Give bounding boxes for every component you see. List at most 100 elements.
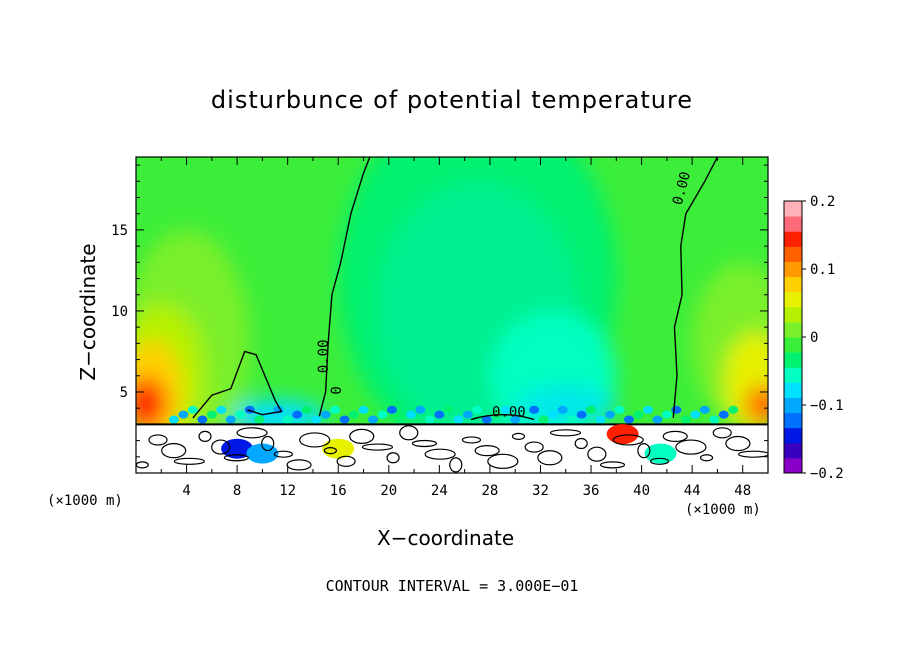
- surface-noise: [311, 415, 322, 424]
- surface-noise: [481, 415, 492, 424]
- x-tick-label: 20: [380, 483, 397, 499]
- terrain-contour: [286, 459, 312, 471]
- colorbar-tick-label: 0: [810, 330, 818, 346]
- colorbar-segment: [784, 291, 802, 308]
- surface-noise: [614, 405, 625, 414]
- colorbar-segment: [784, 412, 802, 429]
- surface-noise: [282, 415, 293, 424]
- surface-noise: [538, 415, 549, 424]
- colorbar-segment: [784, 367, 802, 383]
- terrain-contour: [349, 428, 375, 444]
- surface-noise: [557, 405, 568, 414]
- colorbar-segment: [784, 382, 802, 398]
- colorbar-segment: [784, 231, 802, 247]
- x-tick-label: 36: [583, 483, 600, 499]
- plot-frame: [135, 156, 769, 474]
- colorbar-segment: [784, 397, 802, 414]
- z-tick-label: 15: [111, 223, 128, 239]
- terrain-contour: [649, 457, 670, 465]
- surface-noise: [396, 415, 407, 424]
- surface-noise: [244, 405, 255, 414]
- x-tick-label: 4: [182, 483, 190, 499]
- x-axis-label: X−coordinate: [377, 526, 515, 550]
- terrain-contour: [148, 434, 168, 446]
- surface-noise: [301, 405, 312, 414]
- surface-noise: [187, 405, 198, 414]
- surface-noise: [623, 415, 634, 424]
- surface-noise: [576, 410, 587, 419]
- surface-noise: [472, 405, 483, 414]
- surface-noise: [690, 410, 701, 419]
- terrain-contour: [537, 450, 563, 466]
- surface-noise: [349, 410, 360, 419]
- surface-noise: [424, 415, 435, 424]
- colorbar-segment: [784, 442, 802, 459]
- x-tick-label: 12: [279, 483, 296, 499]
- surface-noise: [405, 410, 416, 419]
- surface-noise: [358, 405, 369, 414]
- terrain-contour: [737, 450, 768, 458]
- colorbar-segment: [784, 276, 802, 293]
- terrain-pocket: [322, 438, 355, 459]
- terrain-contour: [675, 439, 707, 455]
- z-tick-label: 10: [111, 304, 128, 320]
- colorbar-segment: [784, 261, 802, 278]
- colorbar-segment: [784, 352, 802, 368]
- pos-right-core: [745, 385, 768, 425]
- surface-noise: [548, 410, 559, 419]
- colorbar-segment: [784, 427, 802, 444]
- x-tick-label: 32: [532, 483, 549, 499]
- terrain-contour: [386, 452, 400, 464]
- surface-noise: [206, 410, 217, 419]
- terrain-pocket: [644, 443, 677, 464]
- surface-noise: [605, 410, 615, 419]
- surface-noise: [586, 405, 597, 414]
- terrain-contour: [725, 435, 751, 452]
- contour-label: 0.00: [492, 404, 526, 420]
- surface-noise: [168, 415, 179, 424]
- colorbar-tick-label: −0.2: [810, 466, 844, 482]
- zero-contour-center-left: [318, 157, 371, 417]
- terrain-contour: [524, 441, 544, 453]
- surface-noise: [728, 405, 739, 414]
- x-unit-label-right: (×1000 m): [685, 502, 761, 518]
- surface-noise: [529, 405, 540, 414]
- surface-noise: [292, 410, 303, 419]
- surface-noise: [671, 405, 682, 414]
- y-axis-label: Z−coordinate: [76, 243, 100, 381]
- x-tick-label: 28: [481, 483, 498, 499]
- terrain-contour: [474, 445, 500, 457]
- surface-noise: [339, 415, 350, 424]
- terrain-contour: [662, 430, 688, 442]
- x-tick-label: 40: [633, 483, 650, 499]
- surface-noise: [652, 415, 663, 424]
- x-tick-label: 16: [330, 483, 347, 499]
- terrain-contour: [361, 443, 394, 451]
- surface-noise: [567, 415, 578, 424]
- terrain-contour: [323, 447, 338, 455]
- colorbar-segment: [784, 201, 802, 217]
- x-tick-label: 44: [684, 483, 701, 499]
- terrain-contour: [161, 443, 187, 459]
- terrain-contour: [699, 454, 714, 462]
- z-tick-label: 5: [120, 385, 128, 401]
- surface-noise: [320, 410, 331, 419]
- colorbar-tick-label: −0.1: [810, 398, 844, 414]
- colorbar-tick-label: 0.2: [810, 194, 835, 210]
- terrain-contour: [261, 435, 275, 452]
- surface-noise: [453, 415, 464, 424]
- colorbar-segment: [784, 216, 802, 232]
- terrain-contour: [273, 450, 293, 458]
- surface-noise: [386, 405, 397, 414]
- terrain-contour: [574, 437, 588, 450]
- colorbar-segment: [784, 246, 802, 262]
- surface-noise: [443, 405, 454, 414]
- surface-noise: [510, 415, 521, 424]
- surface-noise: [254, 415, 265, 424]
- surface-noise: [197, 415, 208, 424]
- colorbar-segment: [784, 321, 802, 338]
- terrain-contour: [487, 453, 519, 469]
- contour-label: 0.00: [316, 339, 332, 373]
